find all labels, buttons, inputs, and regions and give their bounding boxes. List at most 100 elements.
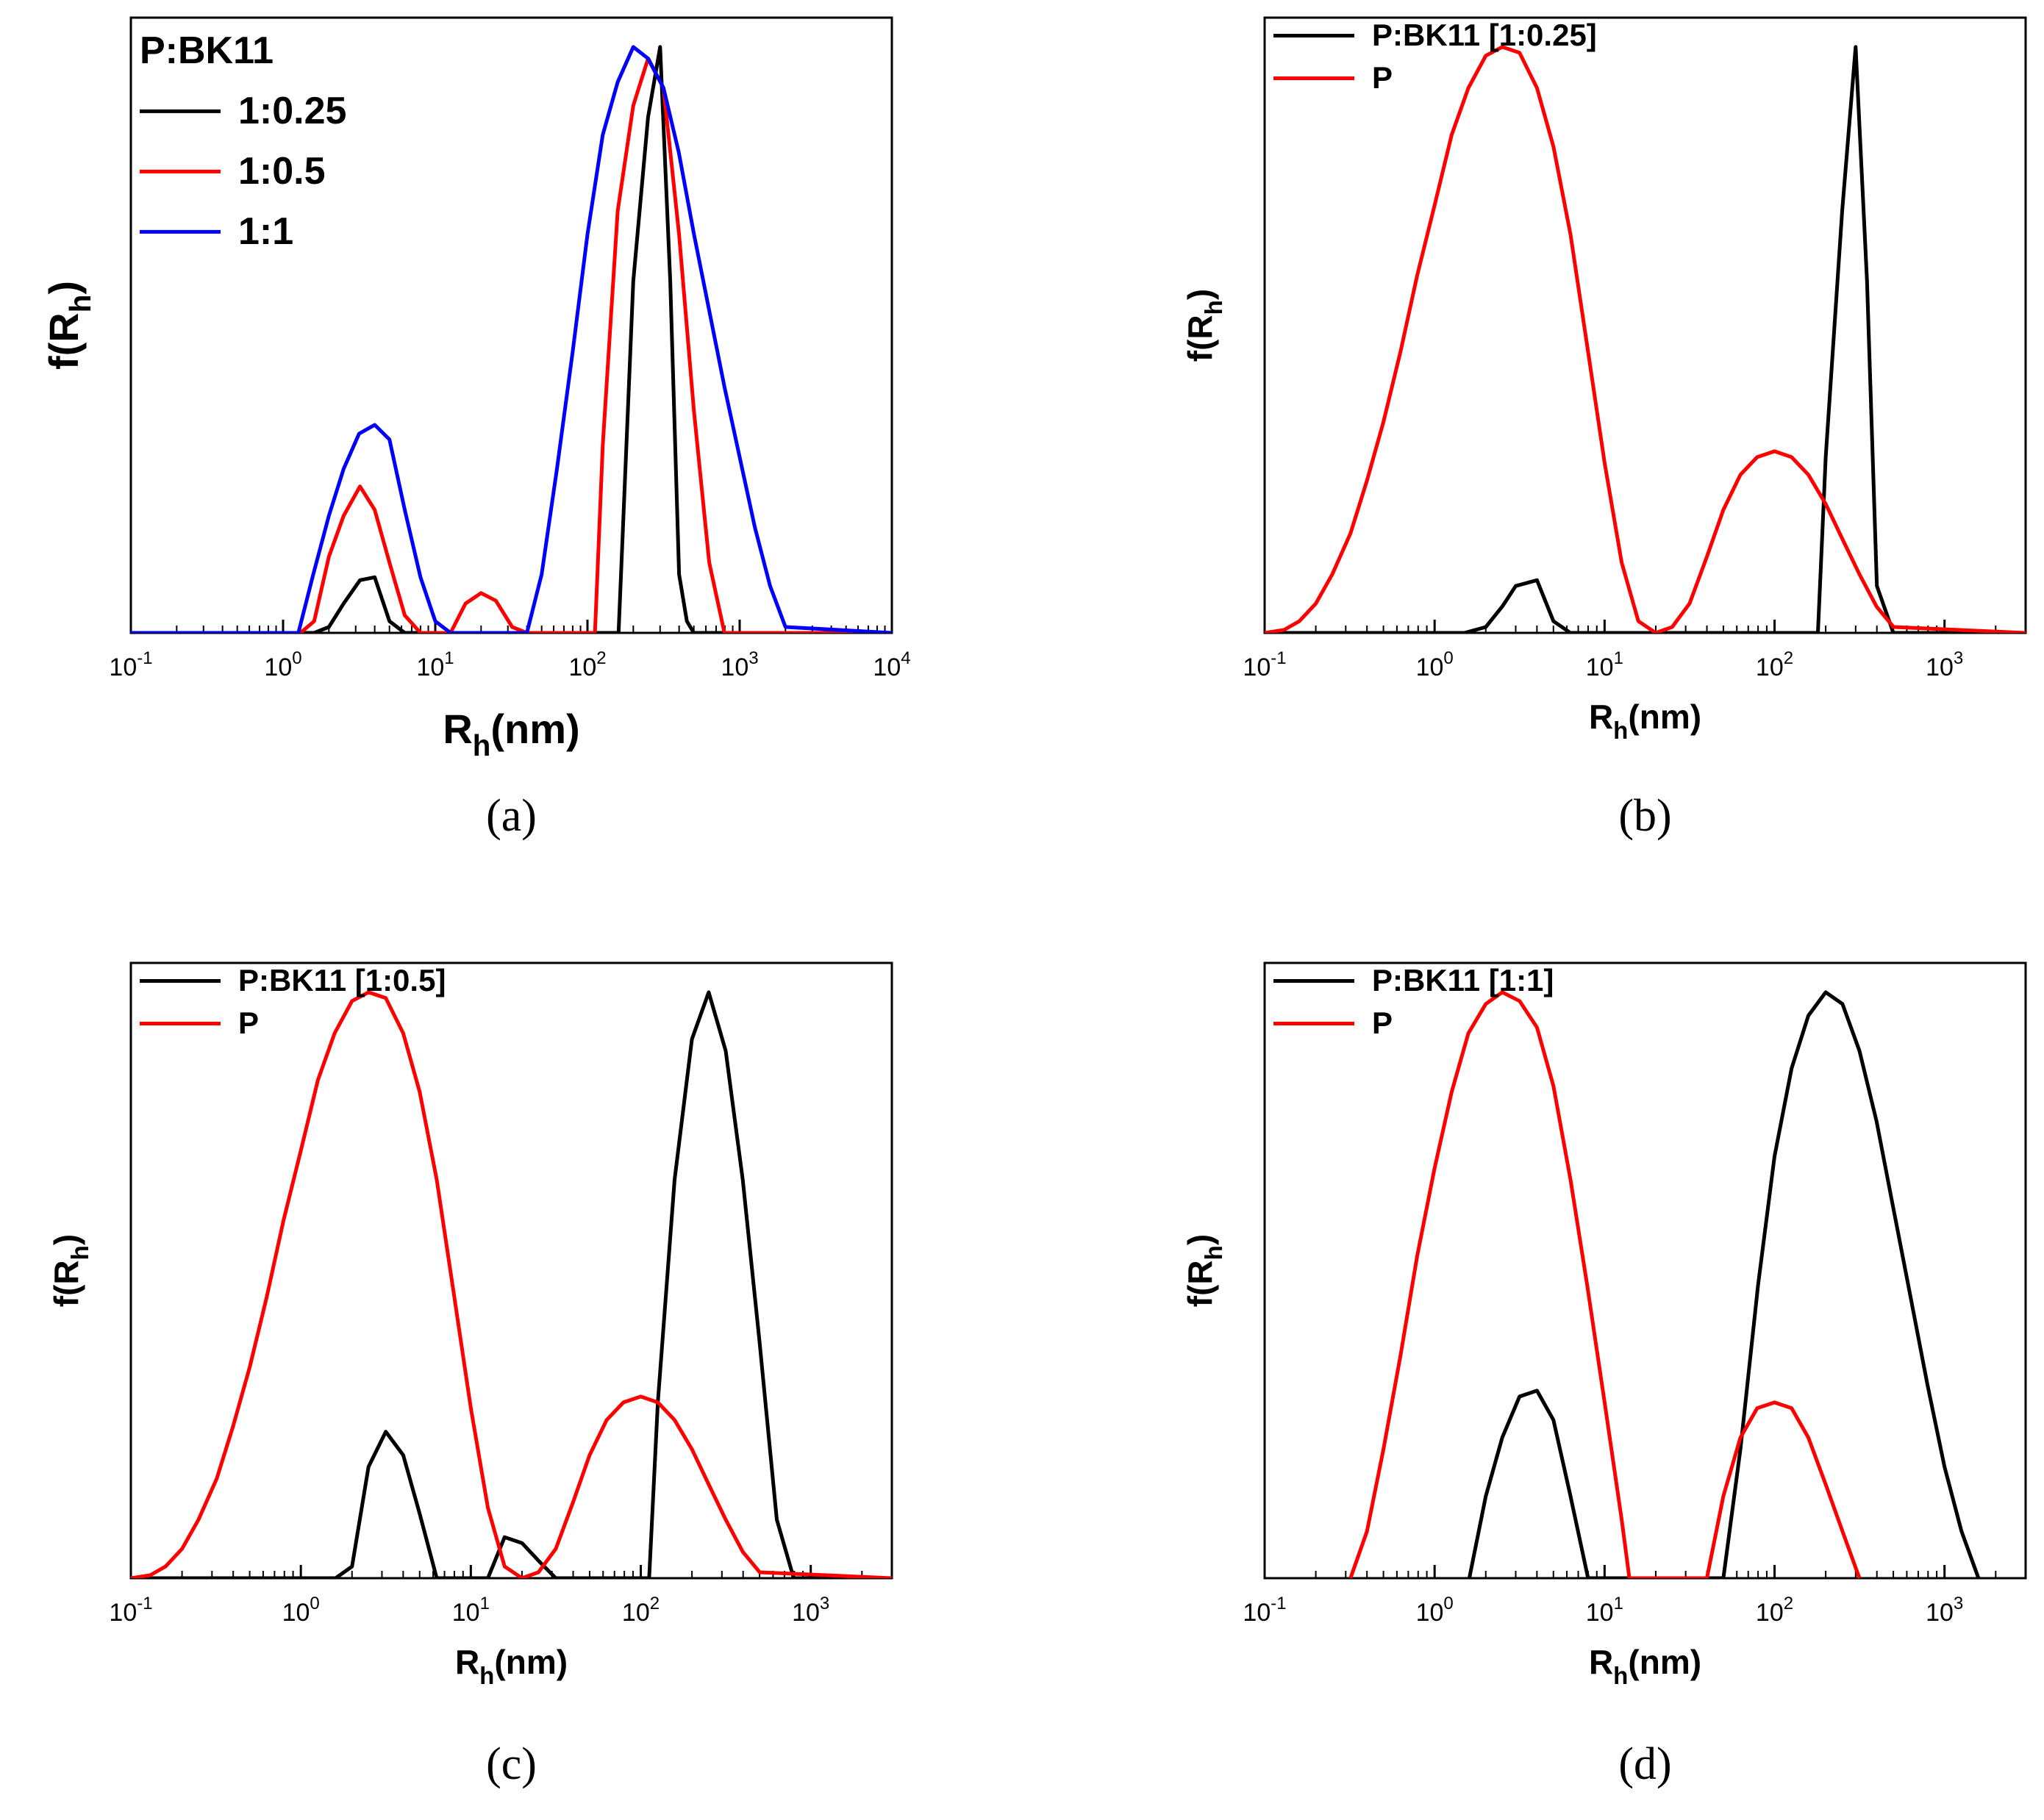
legend-label-1: P:BK11 [1:0.5] — [238, 963, 446, 997]
x-tick-base: 10 — [1416, 1599, 1444, 1627]
x-tick-label: 103 — [1926, 1594, 1963, 1627]
legend: P:BK11 [1:1] P — [1273, 963, 1554, 1040]
x-tick-exponent: 2 — [1784, 1594, 1793, 1613]
x-tick-label: 101 — [416, 648, 454, 681]
x-tick-label: 101 — [1586, 1594, 1623, 1627]
x-axis-label-main: R — [1589, 1643, 1613, 1681]
x-axis-label: Rh(nm) — [443, 706, 579, 762]
x-tick-exponent: 0 — [1443, 648, 1453, 668]
panels: 10-1 100 101 102 103 104Rh(nm)f(Rh)P:BK111:0.… — [40, 16, 2027, 1789]
panel-label-d: (d) — [1618, 1739, 1671, 1789]
x-tick-base: 10 — [1586, 653, 1614, 681]
series-line-3 — [131, 45, 892, 633]
panel-label-c: (c) — [486, 1739, 537, 1789]
x-tick-label: 103 — [721, 648, 758, 681]
legend: P:BK11 1:0.25 1:0.5 1:1 — [140, 29, 346, 253]
x-tick-label: 10-1 — [109, 1594, 152, 1627]
x-tick-label: 100 — [1416, 1594, 1454, 1627]
x-tick-base: 10 — [264, 653, 292, 681]
series-line-1 — [131, 990, 892, 1578]
legend: P:BK11 [1:0.25] P — [1273, 18, 1597, 95]
x-tick-base: 10 — [721, 653, 748, 681]
series-group — [1348, 990, 1981, 1578]
legend-label-1: 1:0.25 — [238, 90, 346, 132]
legend-label-2: P — [1372, 60, 1393, 95]
y-axis-label-rest: ) — [1181, 1234, 1219, 1245]
legend-label-3: 1:1 — [238, 210, 293, 253]
y-axis-label-sub: h — [1201, 1245, 1228, 1260]
x-tick-exponent: 3 — [748, 648, 758, 668]
x-tick-label: 102 — [622, 1594, 660, 1627]
x-tick-exponent: 0 — [1443, 1594, 1453, 1613]
x-tick-label: 101 — [1586, 648, 1623, 681]
x-tick-base: 10 — [792, 1599, 820, 1627]
x-tick-base: 10 — [1243, 1599, 1271, 1627]
x-tick-base: 10 — [1416, 653, 1444, 681]
x-tick-label: 100 — [1416, 648, 1454, 681]
x-tick-exponent: 0 — [310, 1594, 319, 1613]
series-line-1 — [1265, 45, 2026, 633]
y-axis-label-rest: ) — [40, 281, 87, 295]
x-tick-base: 10 — [1926, 653, 1954, 681]
x-axis-label-main: R — [1589, 698, 1613, 736]
series-line-2 — [131, 57, 892, 633]
x-tick-base: 10 — [109, 1599, 137, 1627]
x-tick-base: 10 — [109, 653, 137, 681]
x-tick-label: 104 — [873, 648, 910, 681]
x-tick-label: 103 — [1926, 648, 1963, 681]
legend-title: P:BK11 — [140, 29, 274, 72]
panel-label-b: (b) — [1618, 791, 1671, 841]
x-tick-base: 10 — [873, 653, 901, 681]
x-tick-base: 10 — [622, 1599, 650, 1627]
x-axis-label-rest: (nm) — [1628, 698, 1701, 736]
x-tick-base: 10 — [1926, 1599, 1954, 1627]
x-tick-exponent: 1 — [480, 1594, 490, 1613]
series-line-1 — [131, 45, 892, 633]
x-tick-exponent: -1 — [1271, 1594, 1286, 1613]
y-axis-label-main: f(R — [1181, 1260, 1219, 1307]
x-tick-label: 10-1 — [1243, 1594, 1286, 1627]
x-tick-base: 10 — [1756, 653, 1784, 681]
x-axis-label-rest: (nm) — [490, 706, 579, 752]
x-tick-label: 100 — [282, 1594, 320, 1627]
legend-label-1: P:BK11 [1:1] — [1372, 963, 1554, 997]
series-line-2 — [1348, 990, 1862, 1578]
x-axis-label-rest: (nm) — [494, 1643, 568, 1681]
series-line-2 — [1265, 45, 2026, 633]
x-tick-exponent: -1 — [137, 1594, 152, 1613]
x-tick-label: 102 — [568, 648, 606, 681]
y-axis-label-main: f(R — [1181, 315, 1219, 362]
panel-label-a: (a) — [486, 791, 537, 841]
y-axis-label-sub: h — [67, 1245, 94, 1260]
x-tick-base: 10 — [282, 1599, 310, 1627]
x-axis-label-sub: h — [1613, 717, 1628, 745]
x-tick-label: 10-1 — [109, 648, 152, 681]
x-tick-label: 10-1 — [1243, 648, 1286, 681]
x-axis-label-sub: h — [473, 728, 491, 762]
x-axis-label: Rh(nm) — [1589, 698, 1701, 745]
chart-panel-a: 10-1 100 101 102 103 104Rh(nm)f(Rh)P:BK111:0.… — [40, 16, 911, 841]
x-tick-label: 100 — [264, 648, 301, 681]
x-tick-label: 101 — [452, 1594, 490, 1627]
x-tick-base: 10 — [452, 1599, 480, 1627]
x-tick-label: 102 — [1756, 1594, 1793, 1627]
y-axis-label-main: f(R — [47, 1260, 85, 1307]
x-axis-label-sub: h — [479, 1663, 494, 1690]
x-tick-exponent: 1 — [1614, 648, 1623, 668]
series-group — [1265, 45, 2026, 633]
x-axis-label-main: R — [455, 1643, 479, 1681]
y-axis-label: f(Rh) — [40, 281, 97, 370]
legend-label-2: P — [1372, 1006, 1393, 1040]
series-group — [131, 45, 892, 633]
x-axis-label: Rh(nm) — [1589, 1643, 1701, 1690]
legend-label-2: 1:0.5 — [238, 150, 326, 193]
legend: P:BK11 [1:0.5] P — [140, 963, 446, 1040]
x-axis-label-rest: (nm) — [1628, 1643, 1701, 1681]
x-tick-exponent: 2 — [1784, 648, 1793, 668]
x-tick-base: 10 — [568, 653, 596, 681]
y-axis-label-rest: ) — [47, 1234, 85, 1245]
